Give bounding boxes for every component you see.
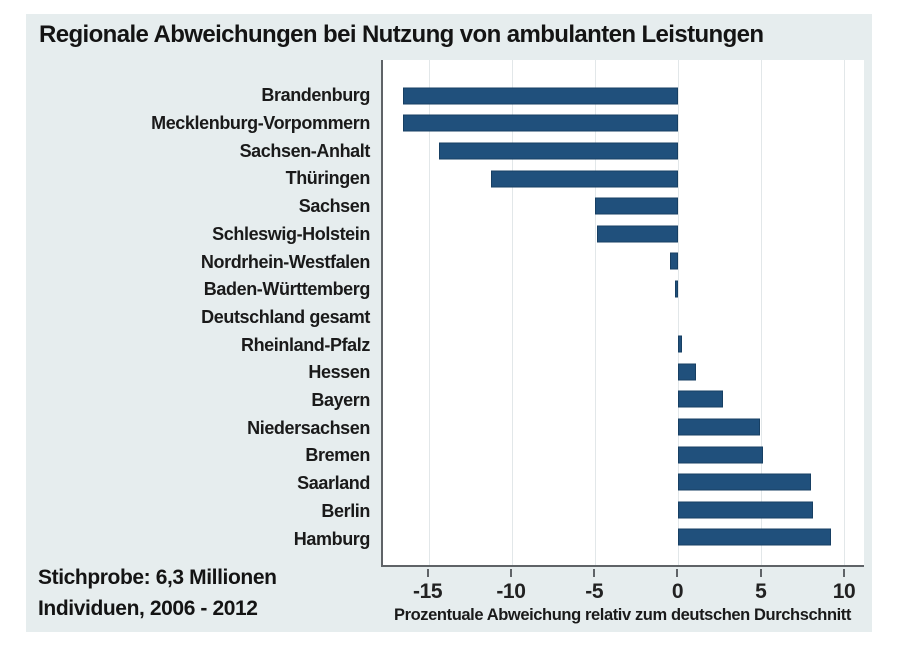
bar-th-ringen [490, 170, 679, 188]
category-label: Hamburg [293, 528, 371, 549]
bar-row [383, 413, 864, 441]
gridline [844, 60, 846, 565]
bar-nordrhein-westfalen [669, 252, 679, 270]
x-tick-label: -5 [585, 580, 604, 603]
category-label: Bremen [305, 445, 370, 466]
category-label: Brandenburg [261, 85, 370, 106]
gridline [595, 60, 597, 565]
category-label: Baden-Württemberg [203, 279, 371, 300]
category-label: Schleswig-Holstein [212, 223, 370, 244]
bar-row [383, 82, 864, 110]
chart-title: Regionale Abweichungen bei Nutzung von a… [39, 21, 764, 48]
x-axis-title: Prozentuale Abweichung relativ zum deuts… [394, 606, 851, 624]
gridline [678, 60, 680, 565]
category-label: Mecklenburg-Vorpommern [151, 113, 370, 134]
category-axis: Brandenburg Mecklenburg-Vorpommern Sachsen… [28, 82, 376, 553]
bar-row [383, 468, 864, 496]
category-label: Deutschland gesamt [201, 306, 370, 327]
bar-schleswig-holstein [596, 225, 679, 243]
bar-row [383, 441, 864, 469]
bar-hessen [678, 363, 697, 381]
bar-row [383, 330, 864, 358]
x-tick-mark [509, 569, 512, 577]
bar-row [383, 137, 864, 165]
plot-area [381, 60, 864, 567]
bar-bremen [678, 446, 763, 464]
bar-row [383, 192, 864, 220]
bar-row [383, 275, 864, 303]
bar-row [383, 303, 864, 331]
bar-saarland [678, 473, 811, 491]
x-tick-mark [676, 569, 679, 577]
bar-series [383, 82, 864, 551]
category-label: Berlin [321, 500, 370, 521]
source-note-line1: Stichprobe: 6,3 Millionen [38, 566, 277, 589]
bar-berlin [678, 501, 813, 519]
x-tick-mark [426, 569, 429, 577]
category-label: Saarland [297, 473, 370, 494]
x-tick-mark [593, 569, 596, 577]
bar-sachsen-anhalt [439, 142, 679, 160]
x-tick-label: -10 [496, 580, 526, 603]
gridline [512, 60, 514, 565]
figure-panel: Regionale Abweichungen bei Nutzung von a… [26, 14, 872, 632]
bar-row [383, 358, 864, 386]
category-label: Nordrhein-Westfalen [200, 251, 370, 272]
bar-row [383, 220, 864, 248]
bar-row [383, 524, 864, 552]
x-tick-label: -15 [413, 580, 443, 603]
category-label: Sachsen [298, 196, 371, 217]
bar-row [383, 496, 864, 524]
category-label: Bayern [311, 390, 370, 411]
bar-hamburg [678, 528, 831, 546]
bar-row [383, 248, 864, 276]
source-note: Stichprobe: 6,3 Millionen Individuen, 20… [38, 562, 368, 624]
category-label: Sachsen-Anhalt [239, 140, 371, 161]
bar-row [383, 110, 864, 138]
x-tick-mark [759, 569, 762, 577]
x-tick-label: 10 [832, 580, 856, 603]
bar-niedersachsen [678, 418, 760, 436]
category-label: Niedersachsen [247, 417, 370, 438]
bar-bayern [678, 390, 724, 408]
gridline [761, 60, 763, 565]
source-note-line2: Individuen, 2006 - 2012 [38, 597, 258, 620]
bar-row [383, 386, 864, 414]
bar-mecklenburg-vorpommern [402, 114, 679, 132]
gridline [429, 60, 431, 565]
x-tick-label: 0 [671, 580, 684, 603]
x-axis: -15 -10 -5 0 5 10 [381, 567, 864, 627]
x-tick-mark [843, 569, 845, 577]
bar-baden-w-rttemberg [674, 280, 679, 298]
bar-brandenburg [402, 87, 679, 105]
bar-rheinland-pfalz [678, 335, 682, 353]
category-label: Rheinland-Pfalz [240, 334, 370, 355]
category-label: Thüringen [285, 168, 371, 189]
bar-row [383, 165, 864, 193]
category-label: Hessen [308, 362, 370, 383]
bar-sachsen [595, 197, 679, 215]
x-tick-label: 5 [755, 580, 767, 603]
